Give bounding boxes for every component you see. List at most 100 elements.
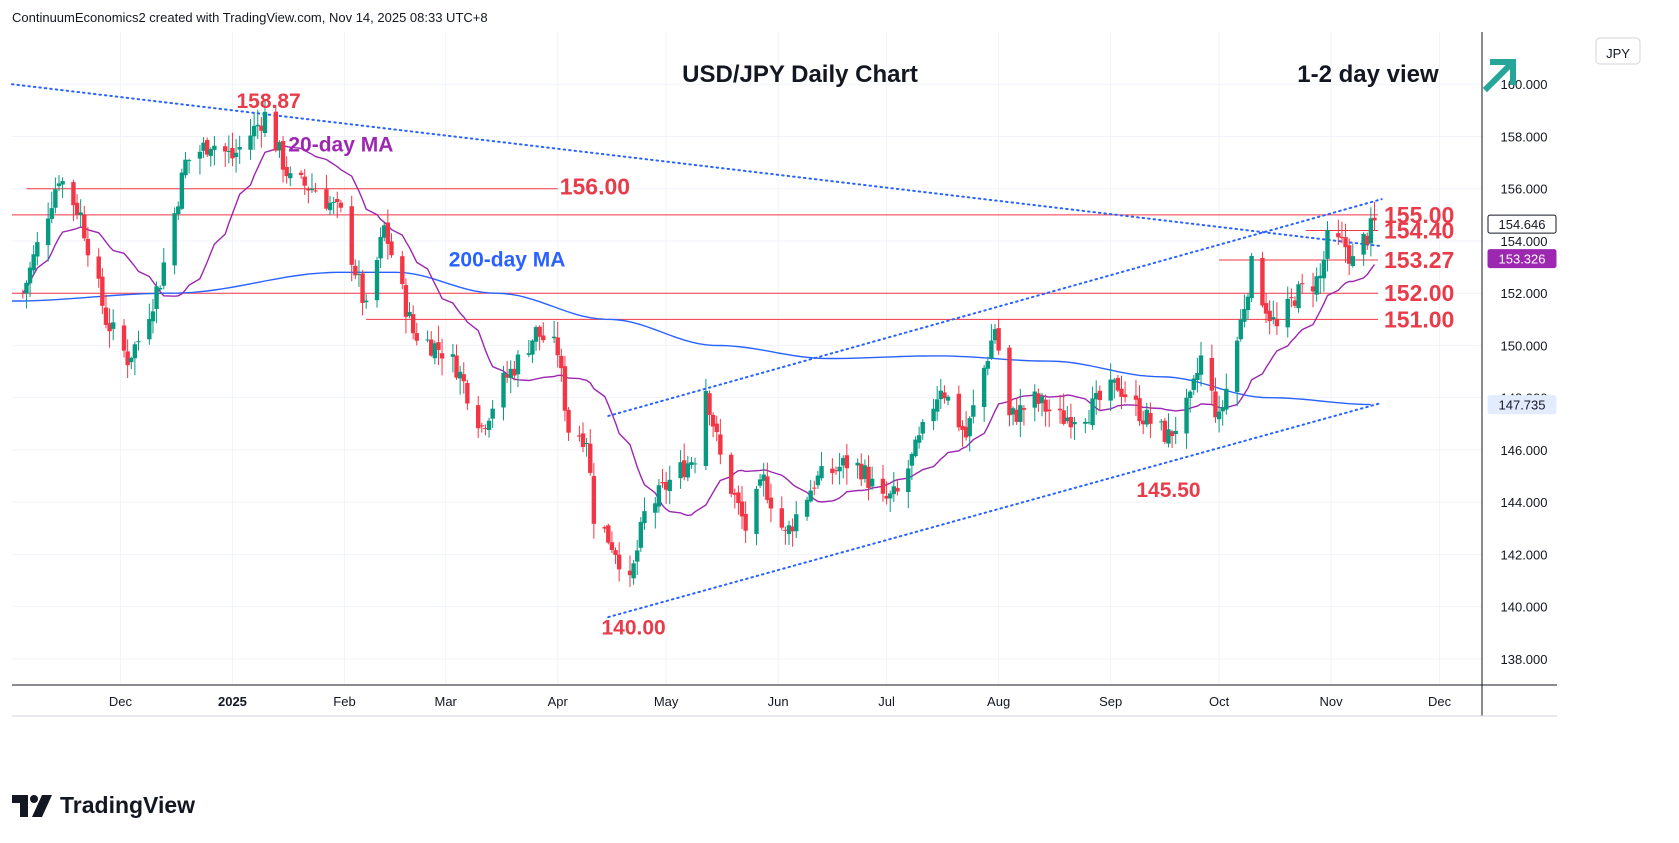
candle-body — [768, 497, 774, 509]
candle-body — [259, 125, 264, 131]
candle-body — [179, 172, 185, 209]
candle — [476, 396, 481, 438]
candle-body — [1119, 388, 1124, 397]
candle-body — [476, 405, 481, 429]
candle-body — [512, 368, 517, 376]
candle — [403, 278, 409, 334]
candle-body — [353, 265, 358, 276]
candle — [71, 179, 76, 222]
candle — [551, 320, 557, 344]
candle — [31, 245, 36, 276]
candle — [783, 526, 788, 545]
chart-annotation: 20-day MA — [288, 133, 393, 156]
candle-body — [1224, 388, 1229, 410]
candle — [841, 455, 846, 479]
candle — [909, 452, 915, 481]
candle — [1318, 263, 1323, 295]
candle-body — [439, 353, 445, 359]
candle-body — [1314, 276, 1319, 295]
candle-body — [1018, 405, 1023, 422]
candle — [407, 302, 412, 319]
candle-body — [262, 111, 268, 134]
candle — [768, 483, 774, 523]
candle — [1339, 221, 1345, 244]
candle — [1115, 375, 1121, 393]
candle-body — [1112, 379, 1117, 383]
candle-body — [1133, 395, 1139, 400]
tradingview-logo[interactable]: TradingView — [12, 792, 195, 819]
candle-body — [1057, 408, 1063, 411]
candle — [1097, 385, 1103, 411]
candle — [884, 481, 889, 505]
candle — [439, 338, 445, 376]
candle-body — [338, 202, 344, 208]
candle — [1274, 302, 1280, 335]
arrow-up-icon — [1482, 58, 1517, 93]
candle — [1184, 388, 1189, 449]
price-tag-text: 147.735 — [1499, 398, 1546, 413]
x-tick-label: May — [654, 694, 679, 709]
candle — [504, 360, 510, 383]
candle-body — [385, 222, 391, 244]
candle — [613, 547, 618, 565]
chart-annotation: 140.00 — [601, 617, 665, 640]
candle-body — [45, 218, 51, 246]
candle-body — [1061, 410, 1066, 424]
price-tag-text: 154.646 — [1499, 217, 1546, 232]
candle-body — [121, 325, 127, 351]
candle-body — [855, 462, 860, 466]
candle-body — [635, 550, 640, 562]
candle — [616, 542, 622, 582]
candle — [533, 325, 539, 351]
candle-body — [277, 142, 282, 151]
candle-body — [255, 124, 260, 127]
candle — [363, 294, 369, 309]
candle — [989, 324, 994, 360]
candle — [895, 479, 900, 496]
candle-body — [1173, 430, 1178, 435]
candle-body — [100, 276, 105, 306]
candle-body — [324, 189, 329, 209]
candle-body — [1166, 429, 1171, 444]
candle-body — [35, 242, 40, 257]
candle — [262, 99, 268, 137]
candle — [1296, 281, 1301, 313]
x-tick-label: 2025 — [218, 694, 247, 709]
candle — [1133, 379, 1139, 417]
candle-body — [454, 355, 459, 378]
candle — [1166, 413, 1171, 448]
candle-body — [1249, 255, 1254, 299]
candle — [436, 325, 441, 365]
candle-body — [56, 183, 62, 187]
candle-body — [201, 142, 206, 151]
candle — [389, 233, 394, 258]
candle — [580, 422, 586, 453]
candle-body — [251, 125, 257, 137]
candle — [230, 132, 235, 167]
candle-body — [60, 181, 65, 185]
candle-body — [613, 550, 618, 555]
candle — [588, 429, 593, 476]
candle — [100, 268, 105, 315]
x-tick-label: Apr — [548, 694, 569, 709]
candle-body — [403, 285, 409, 317]
candle-body — [667, 479, 672, 492]
candle-body — [942, 392, 947, 399]
candle — [1343, 223, 1348, 263]
candle-body — [631, 563, 636, 579]
candle-body — [212, 145, 217, 150]
candle-body — [1209, 358, 1215, 391]
candle-body — [1372, 217, 1377, 221]
candle-body — [1108, 379, 1113, 401]
candle — [689, 457, 694, 469]
candle — [1137, 385, 1142, 426]
candle-body — [526, 353, 532, 355]
candle-body — [1350, 256, 1355, 266]
candle — [454, 344, 459, 380]
candle — [638, 516, 644, 552]
candle-body — [1274, 318, 1280, 327]
candle-body — [559, 355, 564, 369]
candle — [888, 490, 893, 512]
